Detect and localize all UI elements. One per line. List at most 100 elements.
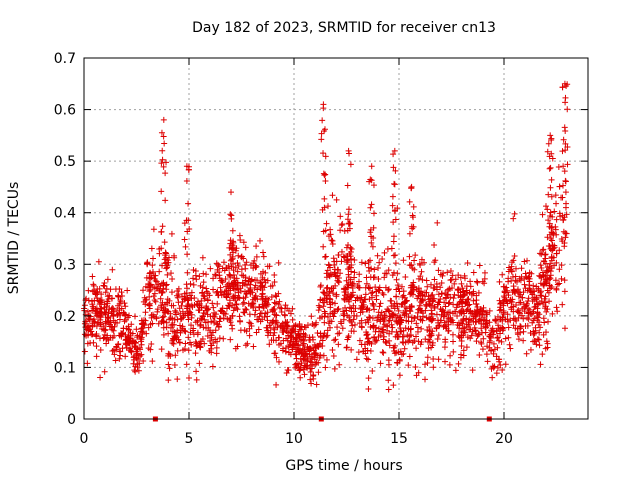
data-point xyxy=(235,286,242,293)
data-point xyxy=(379,349,386,356)
data-point xyxy=(460,347,467,354)
data-point xyxy=(416,260,423,267)
data-point xyxy=(150,255,157,262)
data-point xyxy=(194,331,201,338)
data-point xyxy=(155,320,162,327)
data-point xyxy=(405,318,412,325)
data-point xyxy=(533,341,540,348)
data-point xyxy=(159,156,166,163)
data-point xyxy=(131,367,138,374)
data-point xyxy=(381,312,388,319)
data-point xyxy=(521,275,528,282)
data-point xyxy=(520,315,527,322)
data-point xyxy=(404,332,411,339)
data-point xyxy=(440,313,447,320)
data-point xyxy=(162,260,169,267)
data-point xyxy=(271,329,278,336)
data-point xyxy=(536,329,543,336)
data-point xyxy=(447,352,454,359)
y-tick-label: 0.2 xyxy=(54,309,76,325)
data-point xyxy=(526,286,533,293)
data-point xyxy=(546,231,553,238)
data-point xyxy=(458,280,465,287)
data-point xyxy=(370,323,377,330)
data-point xyxy=(484,322,491,329)
data-point xyxy=(539,351,546,358)
data-point xyxy=(487,334,494,341)
data-point xyxy=(402,325,409,332)
data-point xyxy=(86,316,93,323)
data-point xyxy=(500,307,507,314)
data-point xyxy=(415,306,422,313)
data-point xyxy=(264,317,271,324)
data-point xyxy=(467,278,474,285)
data-point xyxy=(549,310,556,317)
data-point xyxy=(272,300,279,307)
data-point xyxy=(500,293,507,300)
data-point xyxy=(335,251,342,258)
data-point xyxy=(446,285,453,292)
data-point xyxy=(238,254,245,261)
data-point xyxy=(93,353,100,360)
data-point xyxy=(241,299,248,306)
data-point xyxy=(87,340,94,347)
data-point xyxy=(443,311,450,318)
data-point xyxy=(109,266,116,273)
data-point xyxy=(507,345,514,352)
data-point xyxy=(393,276,400,283)
data-point xyxy=(331,261,338,268)
data-point xyxy=(472,327,479,334)
data-point xyxy=(312,350,319,357)
data-point xyxy=(454,301,461,308)
data-point xyxy=(202,319,209,326)
data-point xyxy=(239,282,246,289)
data-point xyxy=(142,309,149,316)
data-point xyxy=(460,288,467,295)
data-point xyxy=(268,294,275,301)
data-point xyxy=(431,276,438,283)
data-point xyxy=(547,209,554,216)
data-point xyxy=(158,160,165,167)
data-point xyxy=(423,277,430,284)
data-point xyxy=(136,360,143,367)
data-point xyxy=(409,339,416,346)
data-point xyxy=(364,347,371,354)
data-point xyxy=(323,296,330,303)
data-point xyxy=(334,324,341,331)
data-point xyxy=(446,309,453,316)
data-point xyxy=(510,322,517,329)
data-point xyxy=(369,243,376,250)
data-point xyxy=(460,316,467,323)
data-point xyxy=(553,200,560,207)
data-point xyxy=(543,279,550,286)
data-point xyxy=(370,274,377,281)
data-point xyxy=(178,302,185,309)
data-point xyxy=(185,316,192,323)
data-point xyxy=(422,336,429,343)
data-point xyxy=(462,300,469,307)
data-point xyxy=(411,257,418,264)
data-point xyxy=(203,305,210,312)
data-point xyxy=(285,307,292,314)
data-point xyxy=(532,324,539,331)
data-point xyxy=(346,225,353,232)
data-point xyxy=(560,136,567,143)
data-point xyxy=(363,280,370,287)
data-point xyxy=(480,335,487,342)
data-point xyxy=(321,128,328,135)
data-point xyxy=(81,302,88,309)
data-point xyxy=(392,260,399,267)
data-point xyxy=(93,343,100,350)
data-point xyxy=(108,310,115,317)
data-point xyxy=(105,309,112,316)
data-point xyxy=(459,303,466,310)
data-point xyxy=(409,212,416,219)
data-point xyxy=(238,253,245,260)
data-point xyxy=(473,330,480,337)
data-point xyxy=(174,347,181,354)
data-point xyxy=(536,319,543,326)
data-point xyxy=(199,335,206,342)
data-point xyxy=(328,237,335,244)
data-point xyxy=(331,300,338,307)
data-point xyxy=(319,117,326,124)
